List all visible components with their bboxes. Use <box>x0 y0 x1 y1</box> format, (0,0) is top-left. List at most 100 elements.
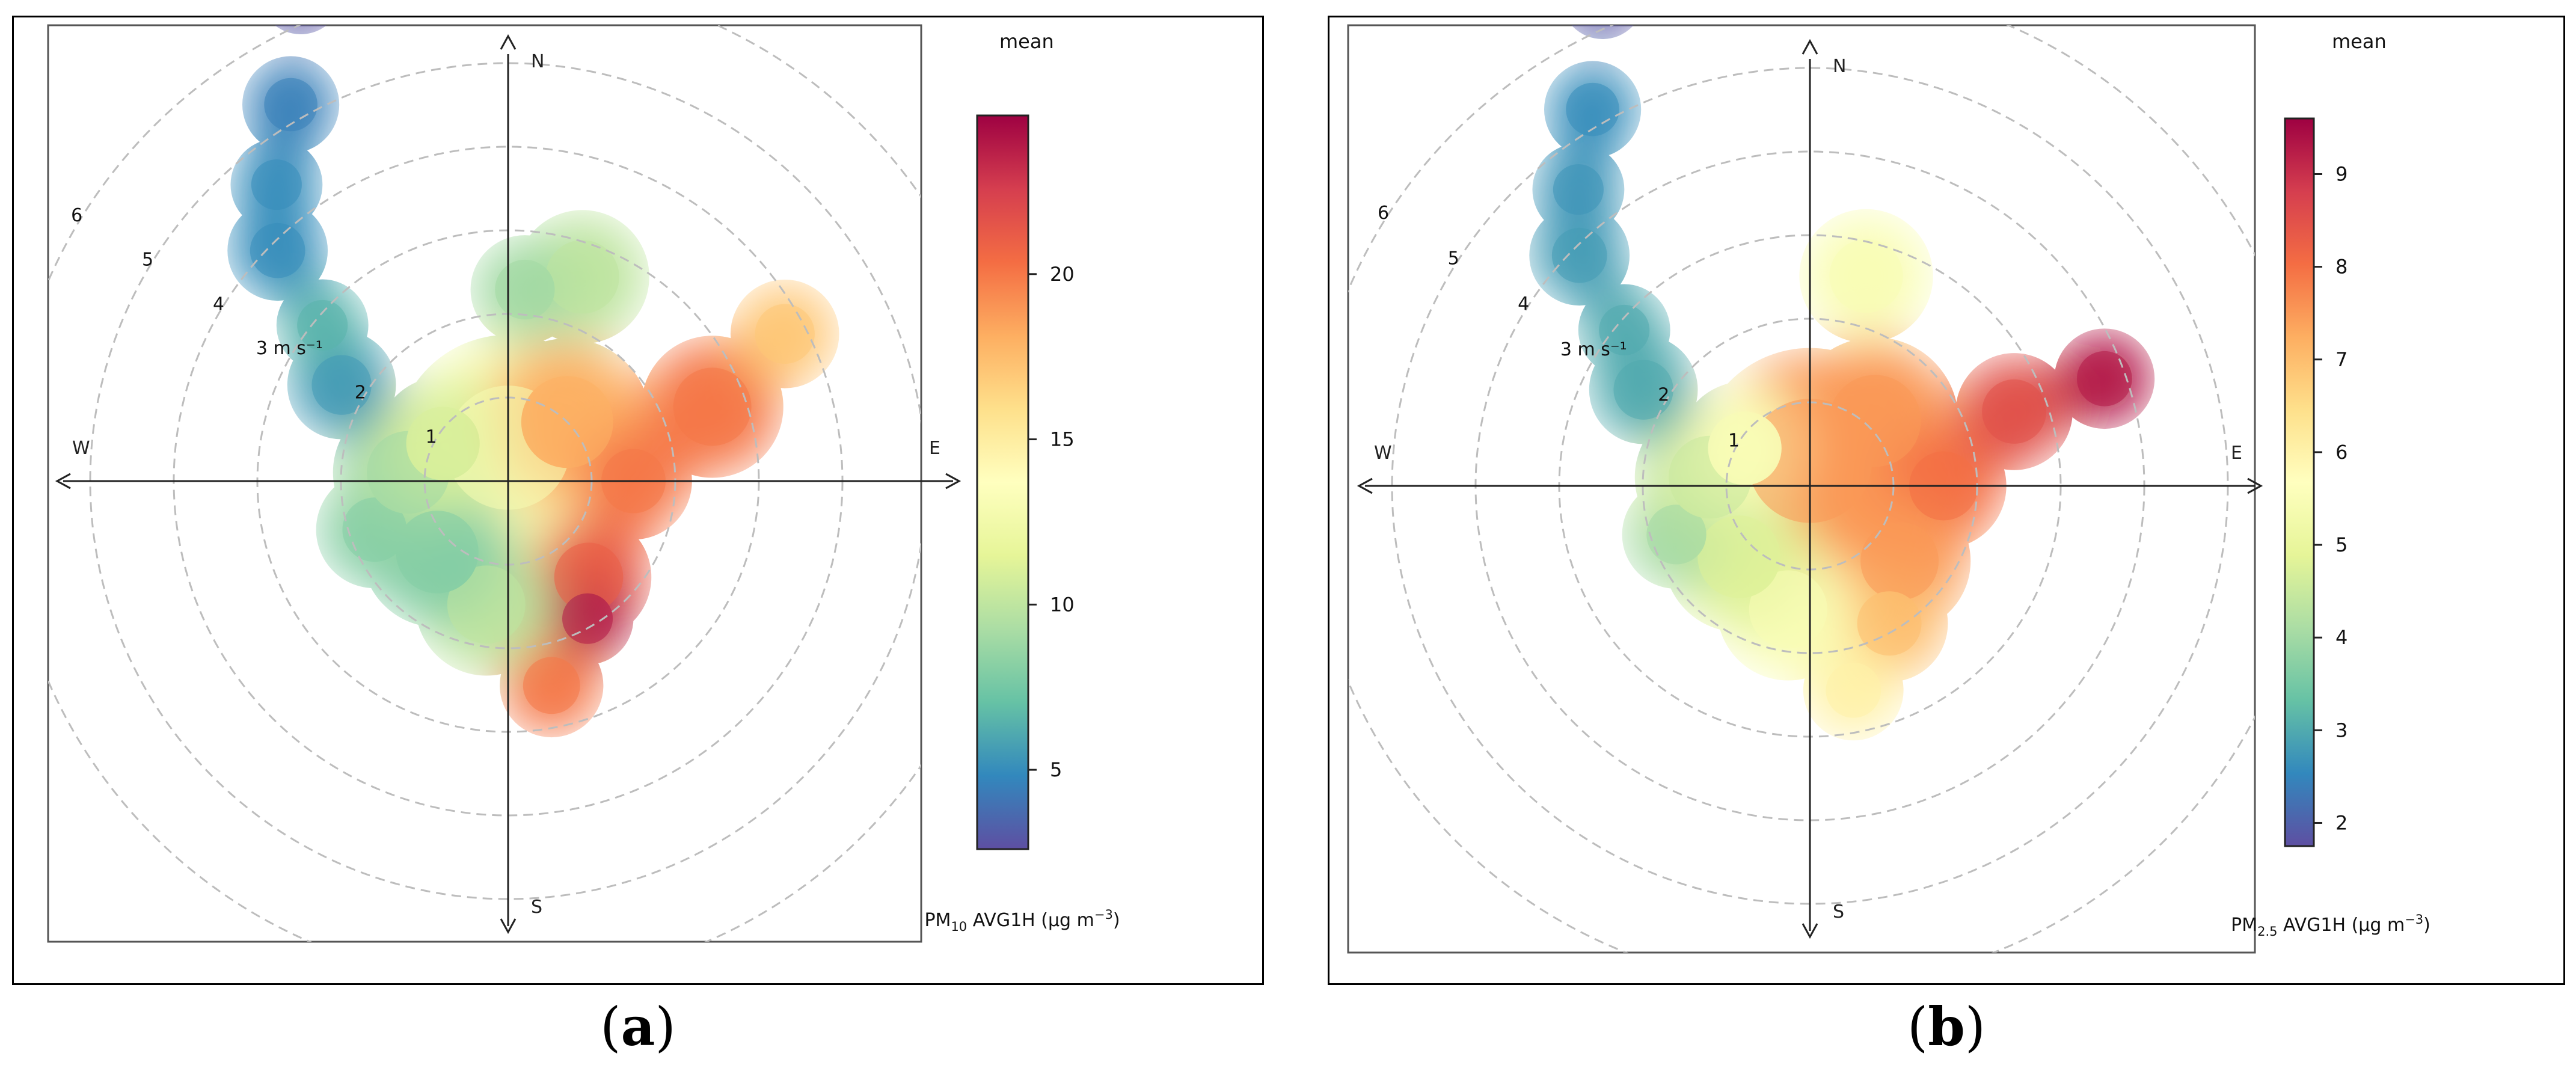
field-core-6 <box>495 259 555 320</box>
colorbar-label: PM10 AVG1H (µg m−3) <box>924 907 1120 934</box>
colorbar-tick-label-15: 15 <box>1050 428 1075 451</box>
concentration-field <box>1532 0 2153 738</box>
field-core-17 <box>250 223 305 278</box>
compass-label-north: N <box>531 51 544 72</box>
colorbar-tick-label-2: 2 <box>2335 811 2348 834</box>
colorbar <box>976 114 1029 850</box>
arrow-west <box>55 473 71 490</box>
field-core-6 <box>1860 522 1939 601</box>
compass-label-south: S <box>1833 901 1844 922</box>
compass-label-north: N <box>1833 56 1846 77</box>
ring-label-6: 6 <box>1378 203 1389 224</box>
field-core-19 <box>1580 0 1625 20</box>
arrow-east <box>945 473 961 490</box>
field-core-3 <box>1982 379 2047 444</box>
colorbar-tick-label-10: 10 <box>1050 593 1075 616</box>
field-cell-19 <box>1574 25 1631 37</box>
field-core-1 <box>1829 375 1921 467</box>
caption-b: (b) <box>1907 995 1986 1058</box>
compass-label-east: E <box>929 438 940 459</box>
compass-label-west: W <box>72 438 90 459</box>
field-core-13 <box>1708 411 1782 485</box>
colorbar-label-pre: PM <box>924 910 951 931</box>
arrow-south <box>500 918 517 935</box>
ring-label-3: 3 m s⁻¹ <box>256 338 323 359</box>
field-core-7 <box>554 542 624 612</box>
colorbar-tick-label-7: 7 <box>2335 348 2348 371</box>
plot-area-border <box>47 24 922 943</box>
colorbar-label-mid: AVG1H (µg m <box>967 910 1094 931</box>
ring-label-1: 1 <box>426 426 437 447</box>
field-core-layer <box>1551 0 2132 718</box>
ring-label-5: 5 <box>1448 248 1459 269</box>
field-core-17 <box>1553 164 1604 215</box>
field-core-15 <box>1599 304 1650 355</box>
field-core-16 <box>297 299 348 351</box>
colorbar-tick-label-5: 5 <box>2335 533 2348 556</box>
ring-label-5: 5 <box>142 250 153 271</box>
colorbar-label-end: ) <box>1113 910 1120 931</box>
ring-label-6: 6 <box>71 205 82 226</box>
field-core-7 <box>1857 591 1922 656</box>
field-core-18 <box>251 159 302 210</box>
field-core-8 <box>1826 663 1881 718</box>
field-core-5 <box>1829 239 1903 313</box>
colorbar-label-sup: −3 <box>1094 907 1113 922</box>
ring-label-2: 2 <box>355 382 366 404</box>
field-core-9 <box>523 657 580 714</box>
field-core-14 <box>406 407 480 480</box>
caption-a: (a) <box>600 995 676 1058</box>
field-core-8 <box>562 593 613 644</box>
field-core-10 <box>1697 515 1780 598</box>
field-core-11 <box>396 511 479 594</box>
colorbar-label-end: ) <box>2423 915 2430 936</box>
colorbar-label-mid: AVG1H (µg m <box>2278 915 2405 936</box>
field-core-4 <box>2076 351 2132 407</box>
colorbar-label-pre: PM <box>2231 915 2257 936</box>
field-core-12 <box>342 497 407 562</box>
ring-label-2: 2 <box>1658 385 1669 406</box>
colorbar-label-sup: −3 <box>2405 912 2423 927</box>
arrow-north <box>500 34 517 50</box>
colorbar-tick-label-8: 8 <box>2335 256 2348 278</box>
field-cell-20 <box>278 25 324 32</box>
compass-label-west: W <box>1374 443 1392 464</box>
arrow-east <box>2247 477 2263 494</box>
colorbar-label: PM2.5 AVG1H (µg m−3) <box>2231 912 2430 939</box>
statistic-label: mean <box>999 30 1054 53</box>
colorbar-label-sub: 2.5 <box>2257 924 2277 939</box>
arrow-south <box>1802 923 1818 939</box>
ring-label-1: 1 <box>1728 430 1740 451</box>
caption-a-letter: a <box>621 995 655 1058</box>
compass-label-east: E <box>2231 443 2242 464</box>
colorbar-label-sub: 10 <box>951 919 967 934</box>
field-core-16 <box>1551 227 1607 283</box>
field-core-15 <box>311 355 372 415</box>
concentration-field <box>230 25 837 735</box>
ring-label-3: 3 m s⁻¹ <box>1560 339 1627 360</box>
colorbar-tick-label-3: 3 <box>2335 719 2348 741</box>
field-core-5 <box>545 240 619 314</box>
colorbar <box>2284 117 2315 847</box>
ring-label-4: 4 <box>1518 293 1529 315</box>
colorbar-tick-label-5: 5 <box>1050 758 1062 781</box>
compass-label-south: S <box>531 897 542 918</box>
field-core-18 <box>1566 82 1619 137</box>
field-core-9 <box>1749 570 1827 649</box>
statistic-label: mean <box>2332 30 2387 53</box>
field-core-10 <box>447 565 526 644</box>
field-core-3 <box>673 367 752 446</box>
colorbar-tick-label-4: 4 <box>2335 626 2348 649</box>
arrow-north <box>1802 38 1818 55</box>
field-core-11 <box>1646 505 1707 565</box>
colorbar-tick-label-20: 20 <box>1050 263 1075 286</box>
arrow-west <box>1357 477 1373 494</box>
plot-clip-group <box>48 25 921 942</box>
field-core-19 <box>264 78 317 132</box>
ring-label-4: 4 <box>213 293 224 315</box>
colorbar-tick-label-9: 9 <box>2335 162 2348 185</box>
field-core-14 <box>1613 360 1673 420</box>
caption-b-letter: b <box>1928 995 1965 1058</box>
